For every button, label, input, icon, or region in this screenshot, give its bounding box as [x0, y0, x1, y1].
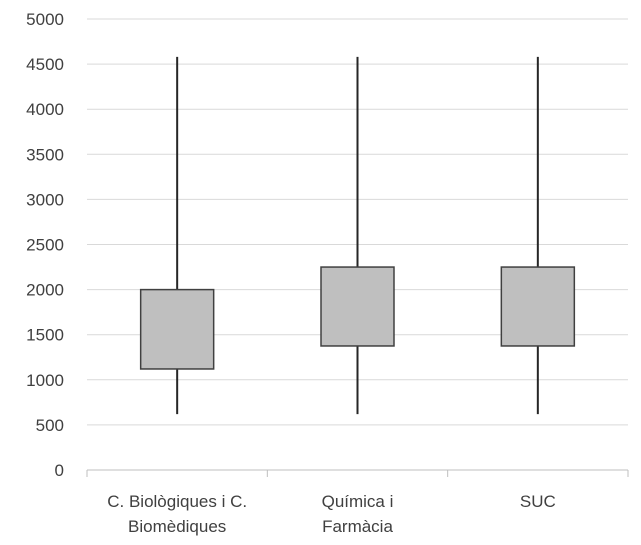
- box: [500, 266, 576, 347]
- boxes: [139, 266, 576, 370]
- whiskers: [176, 56, 539, 415]
- box: [139, 288, 215, 370]
- x-category-label-line: Farmàcia: [322, 517, 393, 536]
- y-tick-label: 3500: [26, 145, 64, 164]
- x-category-label-line: Biomèdiques: [128, 517, 226, 536]
- y-tick-label: 2500: [26, 236, 64, 255]
- x-category-label-line: SUC: [520, 492, 556, 511]
- y-axis-tick-labels: 0 500 1000 1500 2000 2500 3000 3500 4000 4500 5000: [26, 10, 64, 480]
- x-axis-category-labels: C. Biològiques i C. Biomèdiques Química i F…: [107, 492, 556, 536]
- y-tick-label: 500: [36, 416, 64, 435]
- y-tick-label: 2000: [26, 281, 64, 300]
- box: [320, 266, 395, 347]
- y-tick-label: 3000: [26, 190, 64, 209]
- x-category-label-line: C. Biològiques i C.: [107, 492, 247, 511]
- y-tick-label: 5000: [26, 10, 64, 29]
- y-tick-label: 1000: [26, 371, 64, 390]
- y-tick-label: 1500: [26, 326, 64, 345]
- y-tick-label: 0: [55, 461, 64, 480]
- x-category-label: Química i Farmàcia: [322, 492, 394, 536]
- x-category-label: C. Biològiques i C. Biomèdiques: [107, 492, 247, 536]
- x-axis: [86, 469, 629, 477]
- y-tick-label: 4500: [26, 55, 64, 74]
- x-category-label-line: Química i: [322, 492, 394, 511]
- y-tick-label: 4000: [26, 100, 64, 119]
- x-category-label: SUC: [520, 492, 556, 511]
